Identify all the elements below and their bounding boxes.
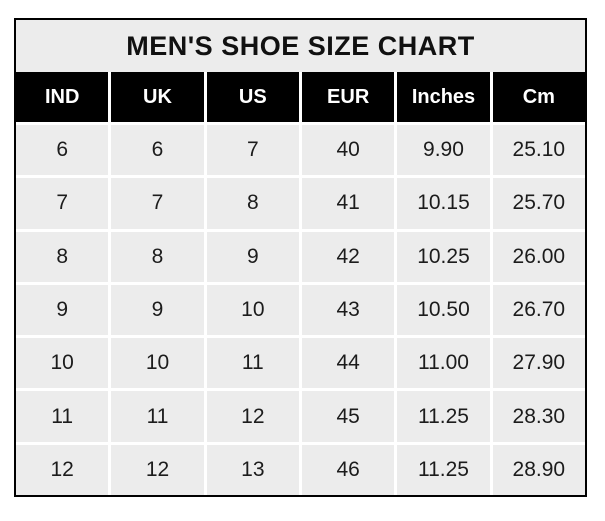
table-cell: 13 [206,444,299,495]
table-cell: 8 [206,178,299,229]
table-cell: 28.30 [492,391,585,442]
table-cell: 9 [206,231,299,282]
table-cell: 12 [16,444,109,495]
table-cell: 7 [111,178,204,229]
table-cell: 26.70 [492,284,585,336]
table-cell: 8 [16,231,109,282]
table-cell: 11.25 [397,444,490,495]
table-cell: 10.50 [397,284,490,336]
column-header-uk: UK [111,72,204,122]
table-cell: 11 [111,391,204,442]
table-cell: 45 [302,391,395,442]
table-cell: 10 [206,284,299,336]
table-cell: 40 [302,125,395,176]
table-cell: 28.90 [492,444,585,495]
table-cell: 25.10 [492,125,585,176]
table-cell: 41 [302,178,395,229]
table-cell: 12 [111,444,204,495]
column-header-eur: EUR [302,72,395,122]
table-cell: 11.25 [397,391,490,442]
table-cell: 11.00 [397,338,490,389]
table-cell: 10 [16,338,109,389]
column-header-ind: IND [16,72,109,122]
table-cell: 11 [16,391,109,442]
table-cell: 12 [206,391,299,442]
column-header-us: US [206,72,299,122]
table-cell: 9 [16,284,109,336]
table-cell: 7 [206,125,299,176]
table-cell: 9 [111,284,204,336]
table-cell: 10.15 [397,178,490,229]
table-cell: 10 [111,338,204,389]
size-table: IND UK US EUR Inches Cm 6 6 7 40 9.90 25… [16,72,585,495]
table-cell: 6 [111,125,204,176]
table-cell: 6 [16,125,109,176]
table-cell: 44 [302,338,395,389]
table-cell: 25.70 [492,178,585,229]
shoe-size-chart: MEN'S SHOE SIZE CHART IND UK US EUR Inch… [14,18,587,497]
table-cell: 10.25 [397,231,490,282]
table-cell: 26.00 [492,231,585,282]
table-cell: 46 [302,444,395,495]
table-cell: 27.90 [492,338,585,389]
table-cell: 43 [302,284,395,336]
table-cell: 8 [111,231,204,282]
table-cell: 42 [302,231,395,282]
table-cell: 9.90 [397,125,490,176]
chart-title: MEN'S SHOE SIZE CHART [16,20,585,72]
column-header-inches: Inches [397,72,490,122]
table-cell: 7 [16,178,109,229]
column-header-cm: Cm [492,72,585,122]
table-cell: 11 [206,338,299,389]
